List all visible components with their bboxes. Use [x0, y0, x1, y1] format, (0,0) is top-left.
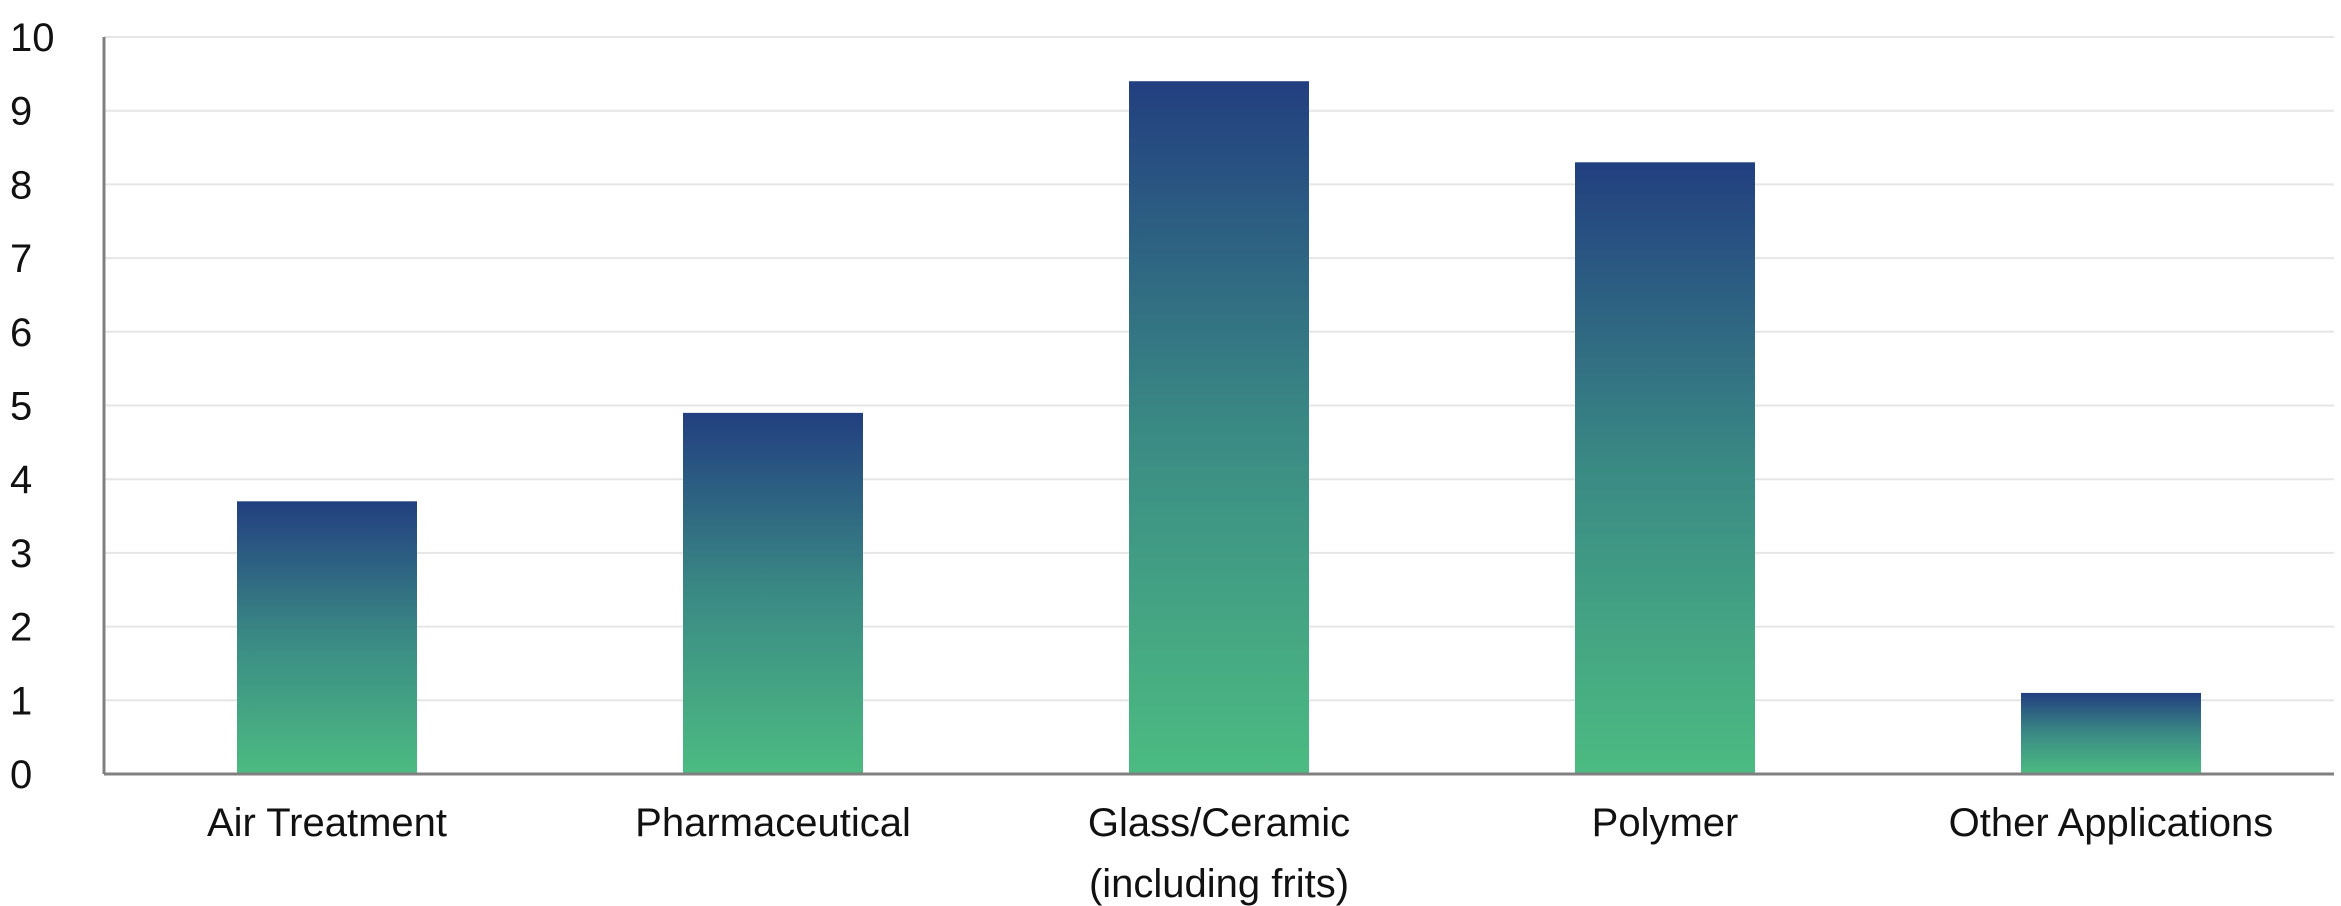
x-category-label: Other Applications — [1949, 801, 2274, 845]
y-tick-labels: 0 1 2 3 4 5 6 7 8 9 10 — [10, 16, 55, 797]
y-tick-label: 6 — [10, 311, 32, 355]
y-tick-label: 5 — [10, 385, 32, 429]
y-tick-label: 2 — [10, 606, 32, 650]
y-tick-label: 8 — [10, 163, 32, 207]
bar — [237, 501, 417, 774]
bar — [683, 412, 863, 774]
y-tick-label: 0 — [10, 753, 32, 797]
x-category-label: Glass/Ceramic — [1088, 801, 1350, 845]
bar — [1129, 81, 1309, 775]
x-category-label: (including frits) — [1089, 862, 1349, 906]
x-category-label: Polymer — [1592, 801, 1739, 845]
category-labels: Air Treatment Pharmaceutical Glass/Ceramic… — [207, 801, 2273, 906]
x-category-label: Air Treatment — [207, 801, 447, 845]
y-tick-label: 10 — [10, 16, 55, 60]
bars — [237, 81, 2201, 775]
axes — [102, 37, 2334, 776]
bar — [1575, 162, 1755, 775]
y-tick-label: 7 — [10, 237, 32, 281]
y-tick-label: 4 — [10, 458, 32, 502]
bar — [2021, 692, 2201, 774]
y-tick-label: 9 — [10, 90, 32, 134]
y-tick-label: 1 — [10, 679, 32, 723]
y-tick-label: 3 — [10, 532, 32, 576]
x-category-label: Pharmaceutical — [635, 801, 911, 845]
